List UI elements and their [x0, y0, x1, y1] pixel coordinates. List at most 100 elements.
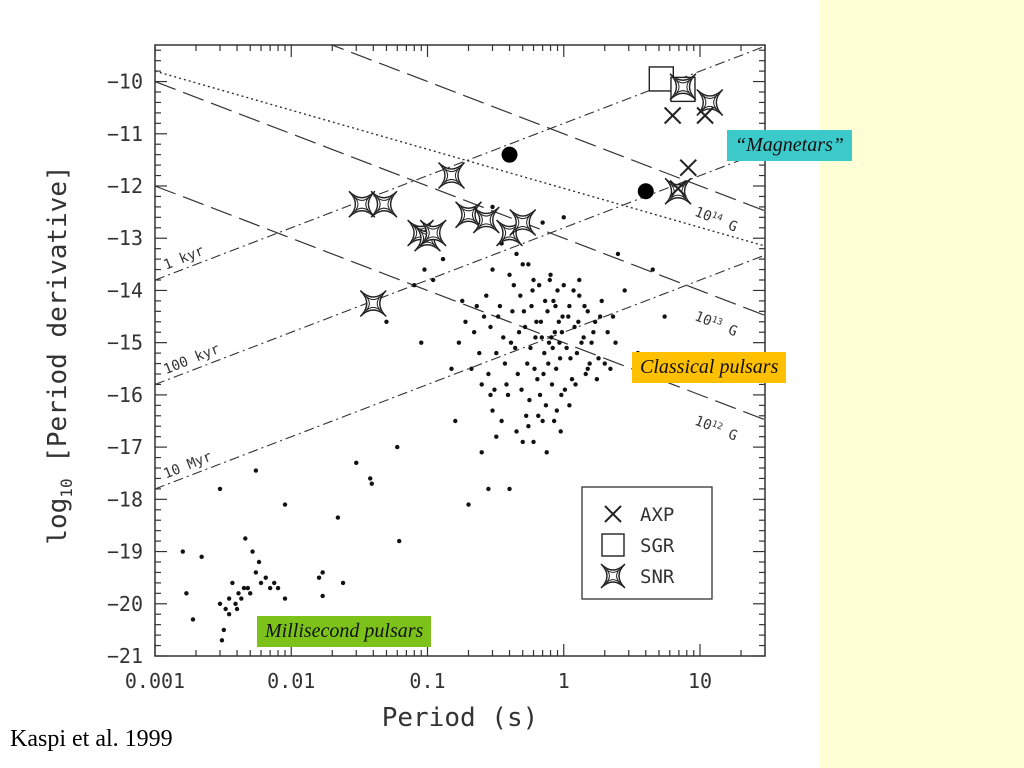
legend-star-icon	[600, 563, 626, 589]
pulsar-point	[545, 309, 550, 314]
pulsar-point	[592, 319, 598, 324]
pulsar-point	[267, 585, 273, 591]
pulsar-point	[223, 606, 228, 612]
pulsar-point	[512, 345, 518, 351]
field-line-label: 1014 G	[692, 204, 739, 236]
pulsar-point	[529, 303, 534, 309]
age-line-age-10Myr	[155, 254, 765, 490]
x-axis-title: Period (s)	[382, 703, 539, 733]
pulsar-point	[549, 335, 554, 340]
pulsar-point	[526, 262, 531, 267]
pulsar-point	[508, 340, 514, 345]
pulsar-point	[519, 387, 524, 392]
age-line-label: 10 Myr	[161, 449, 214, 483]
pulsar-point	[241, 585, 247, 591]
pulsar-point	[550, 345, 555, 351]
pulsar-point	[581, 335, 586, 340]
x-tick-label: 1	[558, 669, 570, 693]
pulsar-point	[571, 288, 576, 293]
pulsar-point	[608, 366, 613, 371]
pulsar-point	[219, 638, 225, 643]
y-tick-label: −14	[107, 278, 143, 302]
pulsar-point	[497, 303, 503, 309]
pulsar-point	[552, 330, 558, 335]
pulsar-point	[577, 293, 582, 298]
pulsar-point	[520, 262, 525, 267]
pulsar-point	[587, 361, 592, 366]
pulsar-point	[597, 314, 603, 319]
pulsar-point	[477, 350, 482, 356]
pulsar-point	[553, 366, 559, 371]
pulsar-point	[495, 314, 501, 319]
pulsar-point	[488, 324, 493, 330]
y-axis-title: log10 [Period derivative]	[43, 165, 76, 544]
pulsar-point	[226, 596, 232, 601]
pulsar-point	[230, 580, 235, 586]
y-tick-label: −12	[107, 174, 143, 198]
field-line-label: 1012 G	[692, 413, 739, 445]
pulsar-point	[585, 366, 590, 371]
pulsar-point	[490, 204, 495, 210]
pulsar-point	[243, 536, 248, 541]
pulsar-point	[560, 314, 565, 319]
pulsar-point	[486, 371, 491, 377]
legend-cross-icon	[604, 505, 622, 523]
pulsar-point	[531, 439, 536, 445]
snr-marker	[419, 219, 447, 247]
pulsar-point	[486, 486, 491, 492]
pulsar-point	[547, 277, 552, 283]
pulsar-point	[412, 283, 417, 288]
y-tick-label: −17	[107, 435, 143, 459]
pulsar-point	[490, 408, 495, 413]
pulsar-point	[610, 314, 616, 319]
x-tick-label: 0.001	[125, 669, 185, 693]
pulsar-point	[543, 403, 549, 408]
ppdot-diagram: 0.001 0.01 0.1 1 10 −10 −11 −12 −13 −14 −15 −16 −17 −…	[43, 44, 766, 733]
pulsar-point	[544, 450, 549, 455]
pulsar-point	[494, 434, 499, 439]
pulsar-point	[572, 324, 577, 330]
pulsar-point	[532, 366, 537, 371]
pulsar-point	[583, 371, 588, 377]
pulsar-point	[540, 418, 545, 424]
pulsar-point	[217, 601, 223, 606]
pulsar-point	[453, 418, 458, 424]
pulsar-point	[559, 392, 564, 398]
pulsar-point	[234, 606, 240, 612]
pulsar-point	[537, 392, 543, 398]
pulsar-point	[236, 591, 241, 596]
pulsar-point	[526, 424, 531, 429]
pulsar-point	[507, 486, 512, 492]
pulsar-point	[535, 377, 540, 382]
pulsar-point	[602, 361, 607, 366]
axp-marker	[669, 179, 687, 198]
pulsar-point	[233, 601, 238, 606]
pulsar-point	[505, 392, 511, 398]
snr-marker	[348, 190, 376, 218]
pulsar-point	[514, 251, 519, 257]
pulsar-point	[557, 356, 563, 361]
pulsar-point	[430, 277, 436, 283]
pulsar-point	[250, 549, 255, 554]
field-line-B-1e14	[330, 45, 765, 212]
snr-marker	[696, 88, 724, 116]
pulsar-point	[555, 288, 560, 293]
pulsar-point	[542, 298, 548, 304]
pulsar-point	[546, 340, 552, 345]
age-line-label: 100 kyr	[161, 341, 222, 378]
pulsar-point	[248, 591, 253, 596]
pulsar-point	[556, 319, 562, 324]
pulsar-point	[541, 371, 546, 377]
pulsar-point	[369, 481, 374, 486]
pulsar-point	[419, 340, 424, 345]
pulsar-point	[599, 298, 604, 304]
pulsar-point	[567, 303, 572, 309]
pulsar-point	[528, 345, 533, 351]
pulsar-point	[622, 288, 627, 293]
legend-label: SGR	[640, 535, 675, 557]
pulsar-point	[540, 220, 545, 225]
pulsar-point	[538, 319, 544, 324]
pulsar-point	[520, 439, 525, 445]
pulsar-point	[504, 382, 509, 387]
pulsar-point	[522, 324, 528, 330]
